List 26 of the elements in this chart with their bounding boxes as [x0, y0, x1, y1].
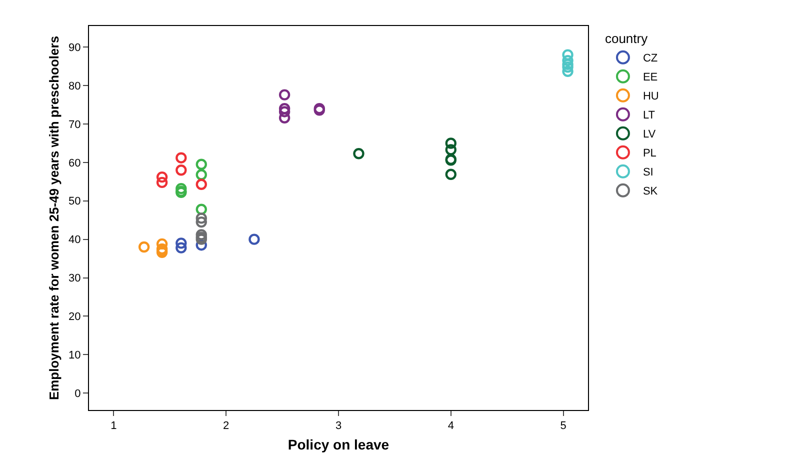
- y-tick-label: 90: [68, 42, 81, 54]
- legend-label: PL: [642, 148, 656, 160]
- x-tick-label: 4: [448, 420, 454, 432]
- y-tick-label: 40: [68, 234, 81, 246]
- legend-label: SI: [642, 166, 654, 179]
- legend-label: LT: [642, 110, 656, 122]
- legend-label: SK: [642, 186, 658, 198]
- y-tick-label: 50: [68, 196, 81, 208]
- legend-label: HU: [642, 90, 659, 103]
- x-tick-label: 1: [110, 420, 117, 432]
- y-tick-label: 10: [68, 350, 81, 362]
- y-tick-label: 20: [68, 311, 81, 324]
- y-tick-label: 30: [68, 272, 81, 285]
- y-axis-title: Employment rate for women 25-49 years with preschoolers: [46, 36, 62, 400]
- legend-label: LV: [642, 128, 656, 141]
- x-axis-title: Policy on leave: [288, 436, 390, 452]
- x-tick-label: 5: [560, 420, 566, 432]
- legend-label: EE: [642, 72, 658, 84]
- legend-label: CZ: [642, 52, 658, 65]
- x-tick-label: 3: [335, 420, 342, 432]
- x-tick-label: 2: [223, 420, 230, 432]
- y-tick-label: 80: [68, 80, 81, 92]
- y-tick-label: 70: [68, 118, 81, 131]
- y-tick-label: 60: [68, 157, 81, 170]
- legend-title: country: [604, 30, 648, 46]
- y-tick-label: 0: [74, 388, 81, 400]
